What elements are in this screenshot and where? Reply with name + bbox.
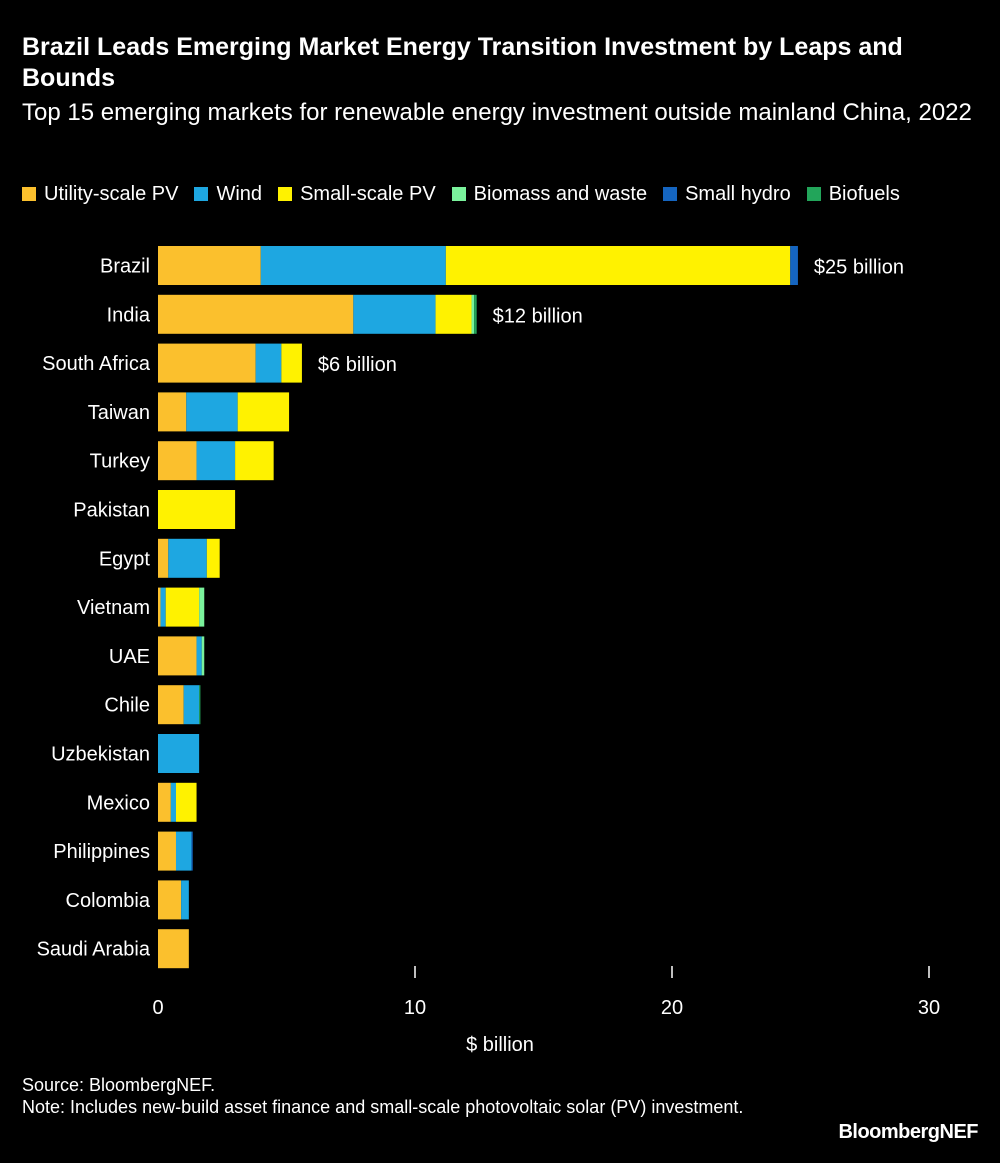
- x-tick-label-10: 10: [404, 997, 426, 1019]
- legend-label: Wind: [216, 183, 263, 205]
- bar-taiwan-utility-scale-pv: [158, 392, 187, 432]
- bar-india-biomass-and-waste: [471, 294, 475, 334]
- legend-swatch: [663, 187, 678, 201]
- bar-philippines-utility-scale-pv: [158, 831, 176, 871]
- bar-colombia-wind: [181, 880, 189, 920]
- bar-taiwan-small-scale-pv: [237, 392, 290, 432]
- bar-uae-utility-scale-pv: [158, 636, 197, 676]
- legend-item-wind: Wind: [194, 180, 262, 208]
- stacked-bar-chart: Brazil $25 billion India $12 billion South A…: [37, 246, 940, 1056]
- chart-legend: Utility-scale PV Wind Small-scale PV Biomas…: [22, 180, 972, 209]
- legend-item-small-hydro: Small hydro: [663, 180, 791, 208]
- legend-label: Small-scale PV: [300, 183, 436, 205]
- bar-brazil-wind: [260, 246, 446, 285]
- legend-label: Biomass and waste: [473, 183, 648, 205]
- data-label-south-africa: $6 billion: [318, 354, 397, 376]
- category-label-south-africa: South Africa: [42, 353, 151, 375]
- category-label-brazil: Brazil: [100, 256, 150, 278]
- brand-logo: BloombergNEF: [838, 1121, 978, 1143]
- x-tick-label-20: 20: [661, 997, 683, 1019]
- category-label-egypt: Egypt: [99, 548, 151, 570]
- bar-chile-biofuels: [199, 685, 201, 725]
- category-label-vietnam: Vietnam: [77, 597, 150, 619]
- category-label-uzbekistan: Uzbekistan: [51, 744, 150, 766]
- bar-brazil-small-hydro: [790, 246, 798, 285]
- category-label-chile: Chile: [104, 695, 150, 717]
- bar-brazil-utility-scale-pv: [158, 246, 261, 285]
- bar-south-africa-wind: [255, 343, 282, 383]
- bar-brazil-small-scale-pv: [445, 246, 791, 285]
- legend-swatch: [194, 187, 209, 201]
- x-tick-label-30: 30: [918, 997, 940, 1019]
- bar-vietnam-biomass-and-waste: [199, 587, 205, 627]
- category-label-saudi-arabia: Saudi Arabia: [37, 939, 151, 961]
- category-label-philippines: Philippines: [53, 841, 150, 863]
- category-label-india: India: [107, 304, 151, 326]
- category-label-mexico: Mexico: [87, 792, 150, 814]
- bar-vietnam-small-scale-pv: [165, 587, 200, 627]
- legend-swatch: [278, 187, 293, 201]
- bar-india-wind: [353, 294, 436, 334]
- category-label-pakistan: Pakistan: [73, 500, 150, 522]
- data-label-brazil: $25 billion: [814, 257, 904, 279]
- chart-title: Brazil Leads Emerging Market Energy Tran…: [22, 33, 903, 92]
- bar-egypt-small-scale-pv: [206, 538, 220, 578]
- bar-india-biofuels: [474, 294, 477, 334]
- bar-uae-biomass-and-waste: [201, 636, 205, 676]
- legend-label: Utility-scale PV: [44, 183, 179, 205]
- source-text: Source: BloombergNEF.: [22, 1075, 216, 1095]
- footer-notes: Source: BloombergNEF. Note: Includes new…: [22, 1074, 802, 1118]
- bar-india-small-scale-pv: [435, 294, 472, 334]
- bar-vietnam-wind: [160, 587, 166, 627]
- category-label-colombia: Colombia: [66, 890, 151, 912]
- bar-chile-wind: [183, 685, 200, 725]
- bar-turkey-small-scale-pv: [235, 441, 274, 481]
- note-text: Note: Includes new-build asset finance a…: [22, 1097, 744, 1117]
- data-label-india: $12 billion: [493, 305, 583, 327]
- bar-turkey-wind: [196, 441, 236, 481]
- bar-chile-utility-scale-pv: [158, 685, 184, 725]
- category-label-uae: UAE: [109, 646, 150, 668]
- bar-mexico-small-scale-pv: [175, 782, 197, 822]
- bar-turkey-utility-scale-pv: [158, 441, 197, 481]
- legend-item-utility-scale-pv: Utility-scale PV: [22, 180, 178, 208]
- bar-uzbekistan-wind: [158, 734, 200, 773]
- legend-swatch: [451, 187, 466, 201]
- legend-item-biofuels: Biofuels: [806, 180, 900, 208]
- bar-philippines-wind: [175, 831, 192, 871]
- bar-vietnam-utility-scale-pv: [158, 587, 161, 627]
- legend-label: Biofuels: [828, 183, 900, 205]
- bar-colombia-utility-scale-pv: [158, 880, 182, 920]
- chart-subtitle: Top 15 emerging markets for renewable en…: [22, 99, 972, 126]
- x-axis-title: $ billion: [466, 1034, 534, 1056]
- bar-philippines-small-hydro: [191, 831, 193, 871]
- legend-swatch: [22, 187, 36, 201]
- x-tick-label-0: 0: [152, 997, 163, 1019]
- legend-swatch: [806, 187, 821, 201]
- bar-taiwan-wind: [186, 392, 238, 432]
- category-label-turkey: Turkey: [90, 451, 150, 473]
- bar-uae-wind: [196, 636, 202, 676]
- bar-pakistan-small-scale-pv: [158, 490, 236, 529]
- bar-egypt-utility-scale-pv: [158, 538, 169, 578]
- legend-label: Small hydro: [685, 183, 791, 205]
- bar-south-africa-small-scale-pv: [281, 343, 302, 383]
- category-label-taiwan: Taiwan: [88, 402, 150, 424]
- bar-saudi-arabia-utility-scale-pv: [158, 929, 189, 969]
- bar-mexico-utility-scale-pv: [158, 782, 171, 822]
- bar-india-utility-scale-pv: [158, 294, 354, 334]
- bar-mexico-wind: [170, 782, 176, 822]
- bar-south-africa-utility-scale-pv: [158, 343, 256, 383]
- legend-item-biomass-and-waste: Biomass and waste: [451, 180, 648, 208]
- legend-item-small-scale-pv: Small-scale PV: [278, 180, 436, 208]
- bar-egypt-wind: [168, 538, 207, 578]
